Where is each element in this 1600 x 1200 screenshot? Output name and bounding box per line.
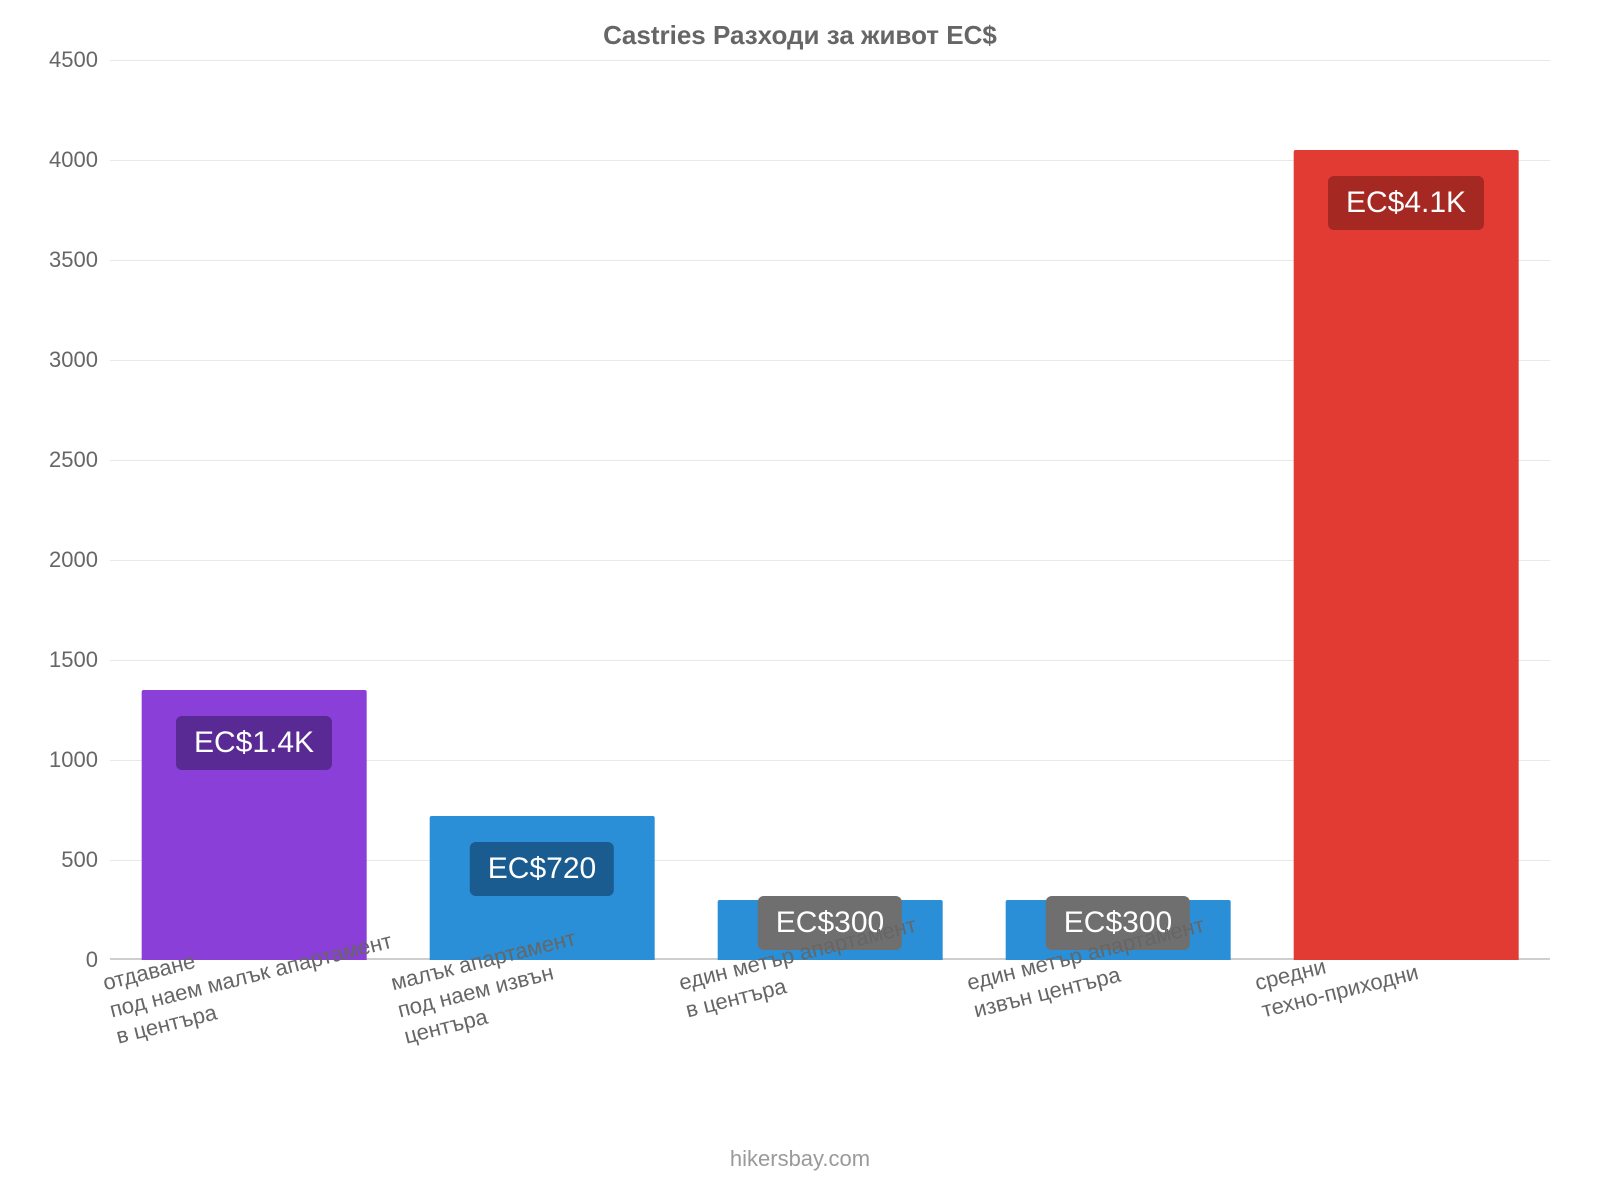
bar-slot: EC$720малък апартамент под наем извън це… — [398, 60, 686, 960]
y-tick-label: 2500 — [49, 447, 110, 473]
bar-slot: EC$1.4Kотдаване под наем малък апартамен… — [110, 60, 398, 960]
y-tick-label: 1000 — [49, 747, 110, 773]
cost-of-living-chart: Castries Разходи за живот EC$ 0500100015… — [0, 0, 1600, 1200]
y-tick-label: 4000 — [49, 147, 110, 173]
bar-slot: EC$300един метър апартамент в центъра — [686, 60, 974, 960]
y-tick-label: 1500 — [49, 647, 110, 673]
attribution-text: hikersbay.com — [0, 1146, 1600, 1172]
bar — [1294, 150, 1519, 960]
y-tick-label: 3000 — [49, 347, 110, 373]
bar-value-label: EC$4.1K — [1328, 176, 1484, 230]
y-tick-label: 3500 — [49, 247, 110, 273]
plot-area: 050010001500200025003000350040004500EC$1… — [110, 60, 1550, 960]
y-tick-label: 2000 — [49, 547, 110, 573]
bar-value-label: EC$1.4K — [176, 716, 332, 770]
bar-value-label: EC$720 — [470, 842, 614, 896]
bar-slot: EC$4.1Kсредни техно-приходни — [1262, 60, 1550, 960]
y-tick-label: 4500 — [49, 47, 110, 73]
y-tick-label: 500 — [61, 847, 110, 873]
bar-slot: EC$300един метър апартамент извън център… — [974, 60, 1262, 960]
chart-title: Castries Разходи за живот EC$ — [0, 20, 1600, 51]
